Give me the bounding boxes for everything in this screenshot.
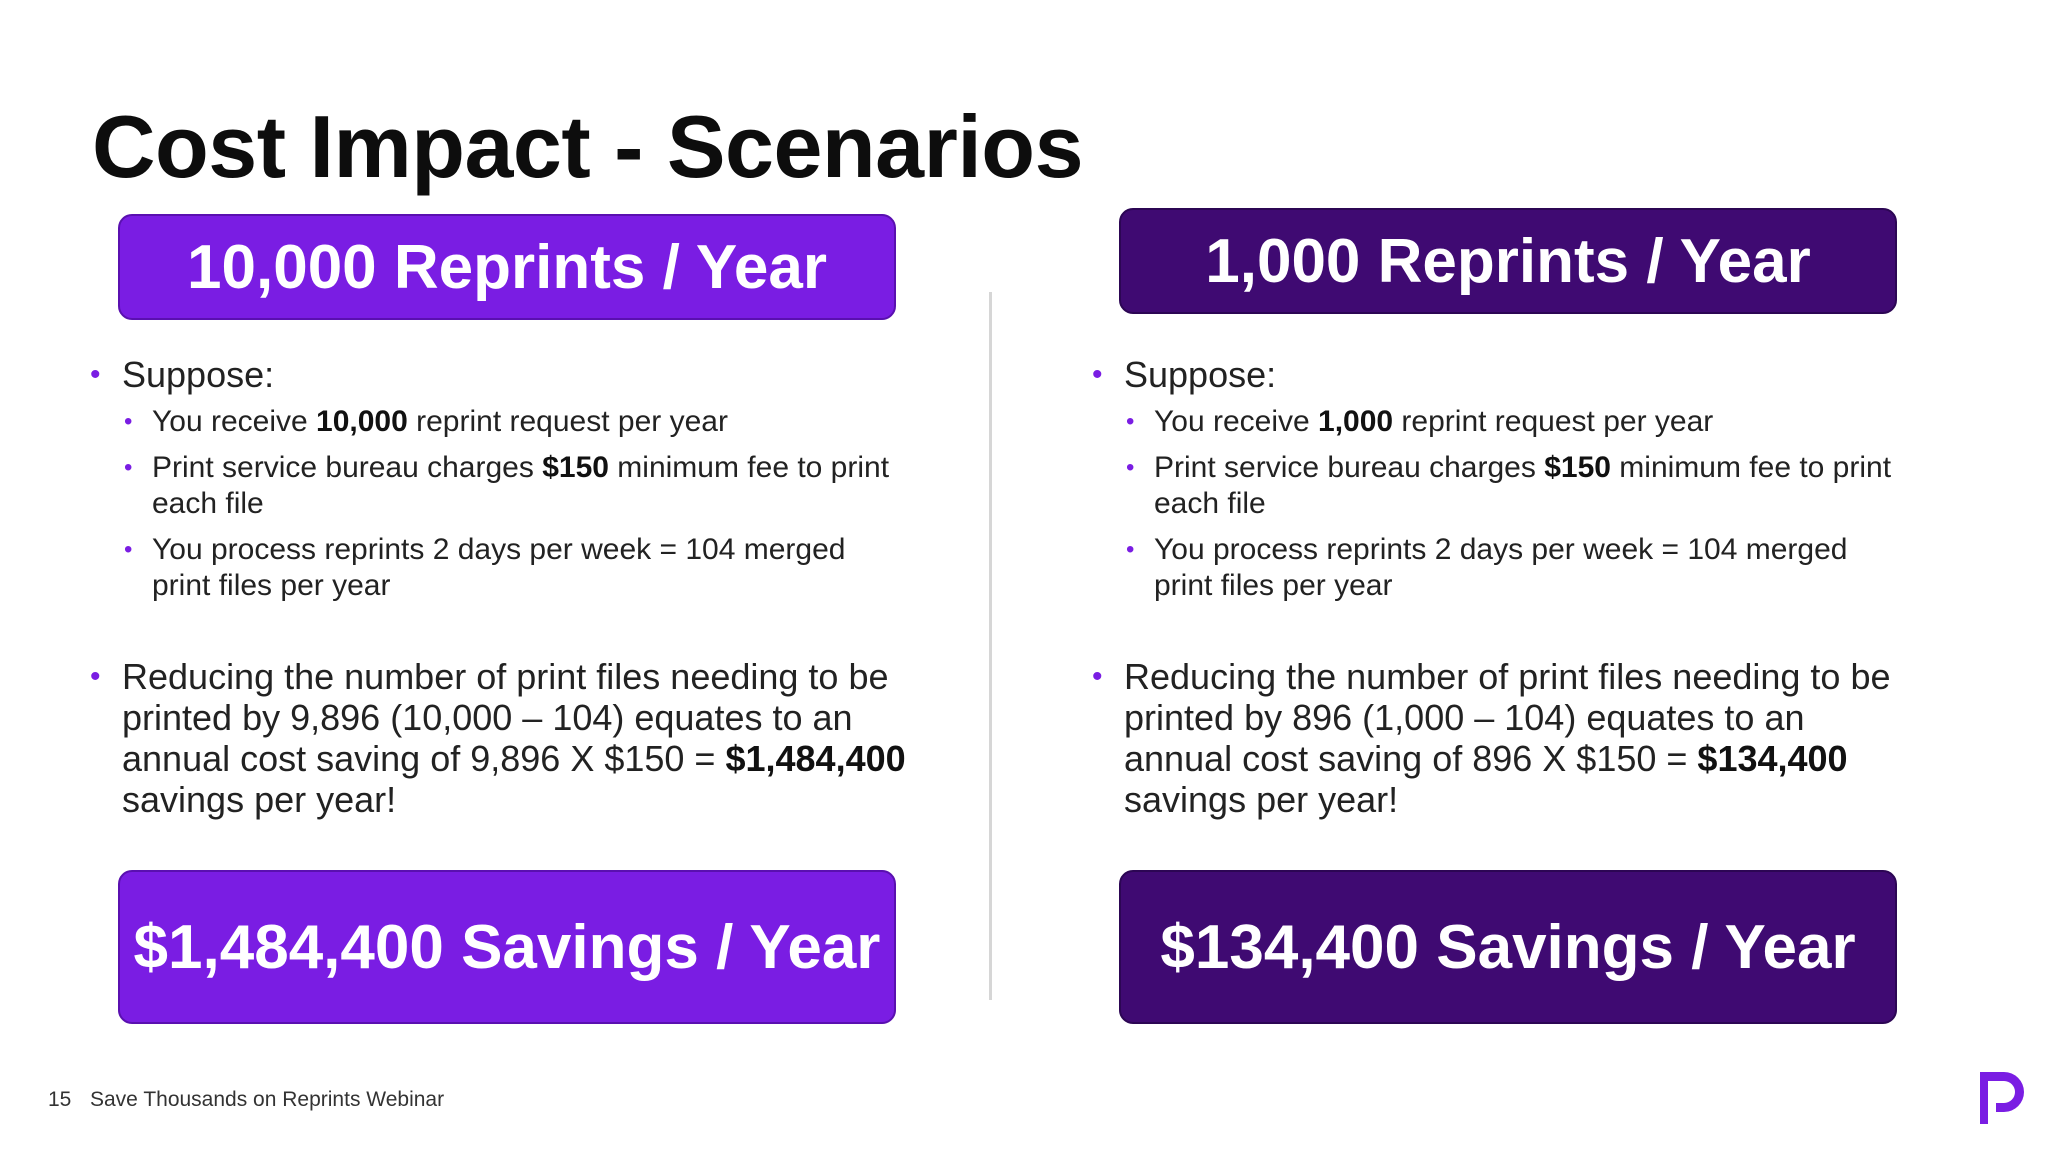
text: Reducing the number of print files needi… [122,656,889,779]
bold-value: $1,484,400 [725,738,906,779]
p-logo-icon [1980,1072,2024,1124]
sub-bullet-requests: You receive 1,000 reprint request per ye… [1124,404,1914,440]
text: Print service bureau charges [1154,451,1545,484]
bold-value: $150 [542,451,609,484]
bold-value: 1,000 [1318,405,1394,438]
text: reprint request per year [407,405,728,438]
scenario-right-bullets: Suppose: You receive 1,000 reprint reque… [1090,354,1910,820]
column-divider [989,292,992,1000]
text: Print service bureau charges [152,451,543,484]
scenario-right-savings: $134,400 Savings / Year [1119,870,1897,1024]
sub-bullet-requests: You receive 10,000 reprint request per y… [122,404,912,440]
sub-bullet-fee: Print service bureau charges $150 minimu… [122,450,912,522]
scenario-left-bullets: Suppose: You receive 10,000 reprint requ… [88,354,908,820]
scenario-left-savings: $1,484,400 Savings / Year [118,870,896,1024]
sub-bullets: You receive 10,000 reprint request per y… [122,404,908,604]
page-number: 15 [48,1088,72,1111]
footer-title: Save Thousands on Reprints Webinar [90,1088,445,1111]
bullet-suppose-text: Suppose: [1124,354,1277,395]
sub-bullet-fee: Print service bureau charges $150 minimu… [1124,450,1914,522]
scenario-left-header: 10,000 Reprints / Year [118,214,896,320]
sub-bullet-process: You process reprints 2 days per week = 1… [1124,532,1914,604]
bullet-suppose: Suppose: You receive 1,000 reprint reque… [1090,354,1910,604]
text: reprint request per year [1393,405,1714,438]
text: minimum fee to print each file [152,451,890,520]
bold-value: $150 [1544,451,1611,484]
bold-value: $134,400 [1697,738,1848,779]
text: savings per year! [1124,779,1399,820]
bullet-suppose-text: Suppose: [122,354,275,395]
sub-bullet-process: You process reprints 2 days per week = 1… [122,532,912,604]
bold-value: 10,000 [316,405,408,438]
bullet-reduction: Reducing the number of print files needi… [88,656,912,820]
text: You receive [1154,405,1319,438]
text: You receive [152,405,317,438]
scenario-right-header: 1,000 Reprints / Year [1119,208,1897,314]
slide-title: Cost Impact - Scenarios [92,97,1084,196]
text: Reducing the number of print files needi… [1124,656,1891,779]
bullet-suppose: Suppose: You receive 10,000 reprint requ… [88,354,908,604]
bullet-reduction: Reducing the number of print files needi… [1090,656,1914,820]
sub-bullets: You receive 1,000 reprint request per ye… [1124,404,1910,604]
text: minimum fee to print each file [1154,451,1892,520]
text: savings per year! [122,779,397,820]
